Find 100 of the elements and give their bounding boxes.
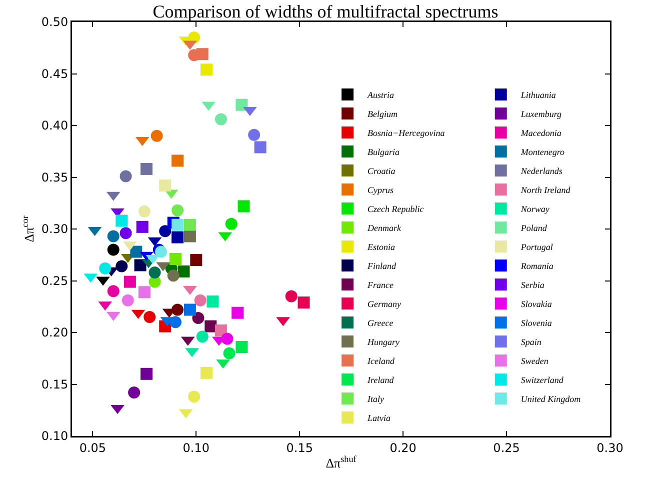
point [232,306,244,319]
x-tick-label: 0.25 [493,440,520,455]
y-tick-label: 0.50 [41,15,68,30]
legend-label: Slovakia [520,298,552,309]
point [200,64,212,76]
x-axis-title: Δπ$^{shuf}$ [326,454,358,470]
legend-label: Poland [520,222,548,233]
legend-label: Austria [366,90,395,100]
legend-label: France [366,280,394,290]
point [148,266,161,278]
point [184,218,196,231]
legend-label: Spain [520,336,542,347]
legend-label: Czech Republic [368,204,424,214]
legend-label: Greece [368,318,394,328]
legend-label: Romania [520,260,554,271]
point [138,205,150,218]
legend-label: Sweden [520,356,549,366]
point [188,390,200,403]
legend-label: Luxemburg [520,108,562,119]
point [172,304,184,316]
point [144,310,156,323]
point [107,285,120,298]
point [169,253,182,266]
point [248,128,260,141]
point [172,204,184,216]
point [107,244,120,256]
y-tick-label: 0.30 [41,222,68,236]
point [238,200,250,212]
point [140,368,152,380]
x-tick-label: 0.20 [390,440,416,455]
point [120,227,132,240]
legend-label: Finland [366,260,397,271]
point [196,330,208,343]
legend-label: Macedonia [520,128,562,138]
point [167,270,180,282]
legend-label: Belgium [368,108,398,119]
point [172,218,184,231]
legend-label: Bulgaria [368,146,400,157]
point [116,260,128,272]
point [99,262,112,274]
point [190,254,202,266]
point [223,347,236,360]
point [285,290,298,302]
point [200,366,212,379]
point [150,130,163,142]
point [204,320,217,332]
y-tick-label: 0.20 [41,326,68,340]
point [236,98,248,111]
x-tick-label: 0.10 [182,440,210,455]
point [107,230,120,242]
point [130,246,142,258]
chart-title: Comparison of widths of multifractal spectrums [152,1,498,22]
point [124,276,136,288]
point [184,230,196,242]
legend-label: North Ireland [520,184,571,195]
y-tick-label: 0.10 [41,429,68,444]
x-tick-label: 0.30 [596,440,624,455]
legend-label: Nederlands [520,166,563,176]
legend-label: Latvia [366,412,392,423]
point [206,295,219,308]
point [140,162,152,175]
x-tick-label: 0.15 [286,440,313,455]
legend-label: Hungary [366,336,400,347]
y-tick-label: 0.15 [41,377,68,392]
point [178,265,190,278]
legend-label: Norway [520,204,550,214]
point [159,180,172,192]
point [136,220,148,233]
legend-label: Slovenia [520,318,552,328]
legend-label: Germany [368,298,402,309]
legend-label: Ireland [366,374,394,385]
legend-label: United Kingdom [520,394,582,404]
point [138,286,150,298]
point [169,316,182,328]
point [236,340,248,353]
point [172,154,184,167]
y-tick-label: 0.35 [41,170,68,184]
legend-label: Switzerland [520,374,564,385]
legend-label: Bosnia−Hercegovina [368,128,446,138]
legend-label: Lithuania [520,90,556,100]
legend-label: Portugal [520,242,554,252]
x-tick-label: 0.05 [79,440,106,455]
point [128,386,140,399]
y-tick-label: 0.40 [41,118,68,133]
point [159,225,172,238]
point [194,294,206,306]
point [192,312,204,324]
point [116,214,128,227]
point [122,294,134,306]
legend-label: Cyprus [368,184,394,195]
y-tick-label: 0.45 [41,66,68,81]
legend-label: Italy [366,394,384,404]
legend-label: Croatia [368,166,396,176]
legend-label: Estonia [366,242,396,252]
legend-label: Denmark [366,222,402,233]
point [298,296,310,308]
legend-label: Montenegro [520,146,566,157]
legend-label: Serbia [520,280,545,290]
legend-label: Iceland [366,356,396,366]
point [120,170,132,182]
